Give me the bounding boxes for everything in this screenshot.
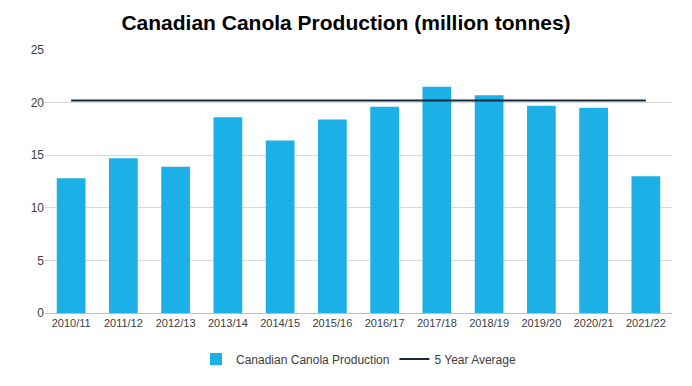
svg-text:2020/21: 2020/21 bbox=[574, 317, 614, 329]
svg-text:2012/13: 2012/13 bbox=[156, 317, 196, 329]
svg-text:2013/14: 2013/14 bbox=[208, 317, 248, 329]
svg-text:5 Year Average: 5 Year Average bbox=[434, 353, 516, 367]
svg-text:2018/19: 2018/19 bbox=[469, 317, 509, 329]
svg-text:2019/20: 2019/20 bbox=[521, 317, 561, 329]
svg-text:15: 15 bbox=[31, 148, 45, 162]
svg-text:2016/17: 2016/17 bbox=[365, 317, 405, 329]
svg-text:2015/16: 2015/16 bbox=[312, 317, 352, 329]
svg-text:0: 0 bbox=[37, 306, 44, 320]
svg-text:2011/12: 2011/12 bbox=[104, 317, 143, 329]
svg-text:2010/11: 2010/11 bbox=[52, 317, 91, 329]
svg-text:10: 10 bbox=[31, 201, 45, 215]
svg-text:Canadian Canola Production: Canadian Canola Production bbox=[236, 353, 389, 367]
svg-text:2021/22: 2021/22 bbox=[626, 317, 666, 329]
svg-text:2014/15: 2014/15 bbox=[260, 317, 300, 329]
svg-text:5: 5 bbox=[37, 254, 44, 268]
svg-text:Canadian Canola Production (mi: Canadian Canola Production (million tonn… bbox=[121, 11, 570, 34]
svg-text:20: 20 bbox=[31, 96, 45, 110]
svg-text:25: 25 bbox=[31, 43, 45, 57]
svg-text:2017/18: 2017/18 bbox=[417, 317, 457, 329]
